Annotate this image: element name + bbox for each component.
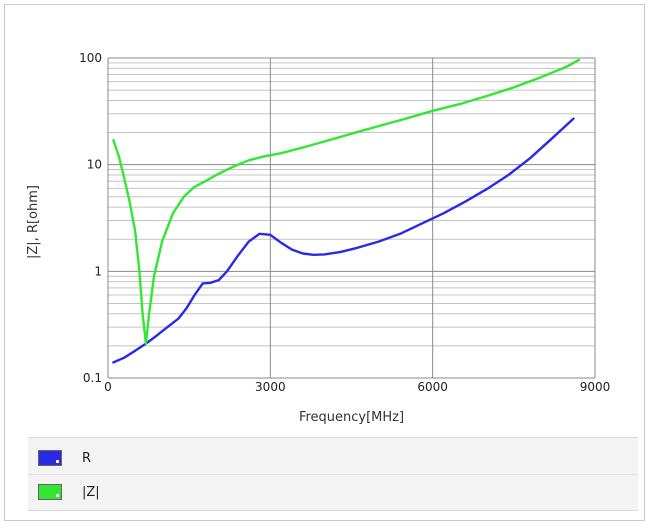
y-tick-label: 100 (79, 51, 102, 65)
y-tick-label: 1 (94, 264, 102, 278)
plot-area (108, 58, 595, 378)
y-tick-label: 0.1 (83, 371, 102, 385)
legend-swatch-z (38, 484, 62, 500)
legend-item-z: |Z| (28, 474, 638, 509)
minor-gridlines (108, 62, 595, 347)
x-tick-label: 6000 (417, 380, 448, 394)
legend-label-z: |Z| (82, 484, 100, 500)
series-layer (112, 58, 580, 364)
legend-label-r: R (82, 450, 92, 466)
x-tick-label: 3000 (255, 380, 286, 394)
x-tick-label: 9000 (580, 380, 611, 394)
x-tick-labels: 0 3000 6000 9000 (104, 380, 610, 394)
x-tick-label: 0 (104, 380, 112, 394)
series-line-r (112, 117, 575, 364)
y-axis-label: |Z|, R[ohm] (26, 185, 41, 259)
y-tick-label: 10 (87, 158, 102, 172)
legend-item-r: R (28, 441, 638, 475)
series-line-z (112, 58, 580, 345)
legend-swatch-r (38, 450, 62, 466)
y-tick-labels: 0.1 1 10 100 (79, 51, 102, 385)
legend: R |Z| (28, 437, 638, 511)
x-axis-label: Frequency[MHz] (299, 410, 404, 425)
